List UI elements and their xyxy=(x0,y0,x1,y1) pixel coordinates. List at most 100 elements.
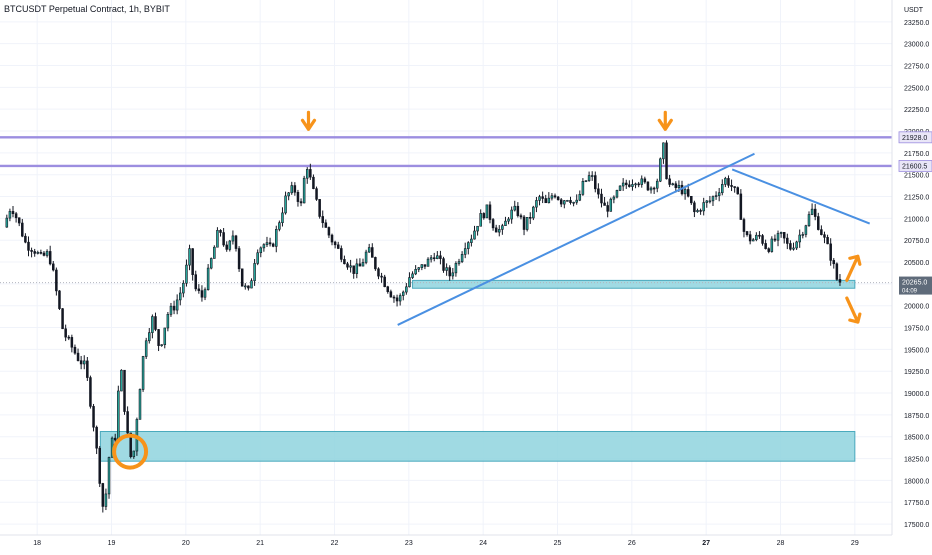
candle-down xyxy=(324,222,328,228)
candle-up xyxy=(721,184,724,194)
y-tick-label: 17500.0 xyxy=(904,522,929,529)
y-tick-label: 20500.0 xyxy=(904,260,929,267)
candle-up xyxy=(770,238,774,252)
candle-down xyxy=(225,244,228,250)
candle-down xyxy=(386,286,390,292)
candle-up xyxy=(166,314,170,329)
candle-up xyxy=(671,183,674,186)
candle-down xyxy=(767,248,770,252)
candle-down xyxy=(383,276,386,288)
price-tag-label: 21600.5 xyxy=(902,163,927,170)
candle-down xyxy=(395,297,399,302)
candle-down xyxy=(686,189,690,197)
time-axis[interactable] xyxy=(0,535,892,550)
candle-down xyxy=(764,243,767,249)
candle-down xyxy=(693,202,696,213)
candle-down xyxy=(17,217,21,224)
trendline[interactable] xyxy=(397,152,755,326)
trendline[interactable] xyxy=(731,168,871,225)
candle-down xyxy=(172,305,176,311)
candle-down xyxy=(727,178,730,186)
y-tick-label: 21750.0 xyxy=(904,151,929,158)
candle-up xyxy=(525,217,529,230)
x-tick-label: 28 xyxy=(777,540,785,547)
candle-up xyxy=(587,175,591,181)
candle-down xyxy=(491,219,495,229)
candle-down xyxy=(813,208,817,217)
candle-up xyxy=(460,254,464,262)
x-tick-label: 27 xyxy=(702,540,710,547)
candle-down xyxy=(27,241,30,251)
candle-up xyxy=(287,192,290,197)
candle-down xyxy=(318,199,321,217)
candle-up xyxy=(779,232,783,234)
candle-down xyxy=(624,182,628,186)
candle-down xyxy=(628,184,631,187)
candle-up xyxy=(429,257,433,260)
candle-down xyxy=(64,328,67,338)
candle-down xyxy=(838,279,842,283)
candle-down xyxy=(92,406,95,428)
candle-down xyxy=(76,352,80,361)
candle-up xyxy=(120,369,123,392)
candle-up xyxy=(609,198,613,212)
candle-down xyxy=(748,234,752,242)
candle-down xyxy=(835,263,839,280)
support-zone[interactable] xyxy=(99,430,856,462)
candle-down xyxy=(340,248,343,260)
candle-down xyxy=(380,275,383,278)
x-tick-label: 20 xyxy=(182,540,190,547)
x-tick-label: 25 xyxy=(554,540,562,547)
candle-up xyxy=(5,217,9,228)
candle-down xyxy=(758,234,761,237)
candle-up xyxy=(349,265,352,268)
candle-up xyxy=(275,229,278,247)
candle-down xyxy=(488,204,492,220)
candle-up xyxy=(485,204,489,219)
candle-up xyxy=(364,251,368,263)
candle-down xyxy=(665,142,668,180)
candle-up xyxy=(209,258,213,269)
candle-up xyxy=(132,450,136,458)
candle-up xyxy=(278,222,281,230)
candle-up xyxy=(615,190,619,198)
candle-down xyxy=(358,263,362,267)
candle-down xyxy=(14,213,18,219)
price-unit-label: USDT xyxy=(904,7,924,14)
candle-up xyxy=(717,192,721,196)
candle-up xyxy=(649,187,653,191)
support-zone[interactable] xyxy=(412,279,856,289)
candle-up xyxy=(457,261,461,264)
arrow-down-icon xyxy=(845,296,862,324)
candle-down xyxy=(699,210,702,212)
candle-down xyxy=(129,432,132,458)
candle-up xyxy=(253,263,256,282)
candle-up xyxy=(117,390,120,441)
candle-up xyxy=(705,200,709,203)
candle-up xyxy=(702,202,705,212)
candle-down xyxy=(829,243,832,261)
candle-down xyxy=(52,263,55,271)
candle-up xyxy=(436,255,439,259)
candle-down xyxy=(327,227,331,236)
price-axis[interactable] xyxy=(892,0,932,550)
y-tick-label: 20750.0 xyxy=(904,238,929,245)
arrow-up-icon xyxy=(845,254,862,282)
candle-up xyxy=(216,230,219,248)
candle-down xyxy=(522,216,526,230)
candle-up xyxy=(513,205,517,211)
candle-down xyxy=(296,191,300,202)
candle-up xyxy=(535,200,538,208)
candle-up xyxy=(631,184,634,187)
candle-up xyxy=(305,169,309,179)
candle-up xyxy=(454,263,458,274)
candle-down xyxy=(773,238,777,241)
candle-up xyxy=(151,316,154,333)
candle-up xyxy=(708,200,712,203)
candle-down xyxy=(374,257,377,270)
candle-down xyxy=(330,234,334,243)
candle-up xyxy=(662,142,665,160)
y-tick-label: 19750.0 xyxy=(904,326,929,333)
candle-down xyxy=(70,337,74,348)
